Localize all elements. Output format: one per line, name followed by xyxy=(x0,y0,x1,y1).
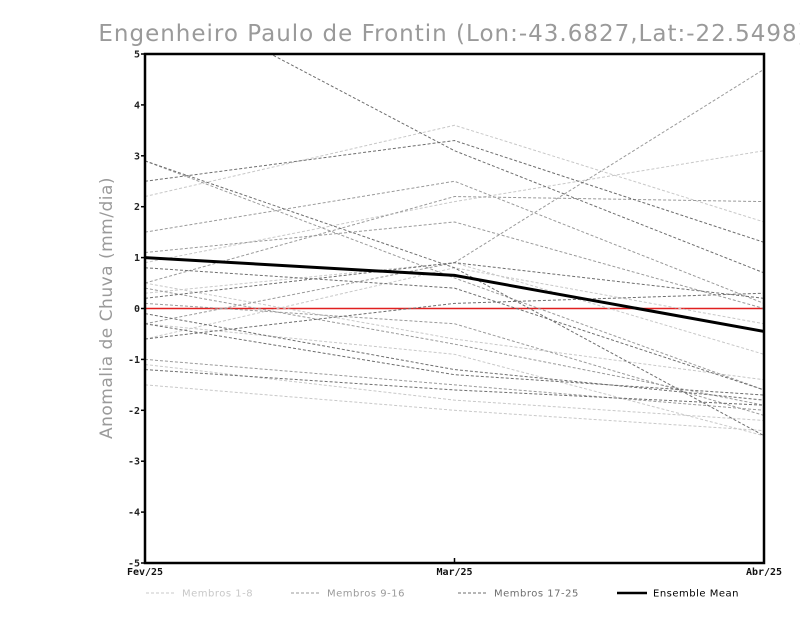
y-tick-label: -1 xyxy=(128,355,140,366)
ensemble-mean-line xyxy=(145,256,764,333)
y-tick-label: 0 xyxy=(134,304,140,315)
member-line-g1-2 xyxy=(145,150,764,264)
y-tick-label: 2 xyxy=(134,202,140,213)
chart-title: Engenheiro Paulo de Frontin (Lon:-43.682… xyxy=(98,21,800,47)
member-line-g3-3 xyxy=(269,54,764,274)
member-line-g2-7 xyxy=(145,302,764,416)
y-axis-label: Anomalia de Chuva (mm/dia) xyxy=(97,177,117,439)
y-tick-label: 3 xyxy=(134,151,140,162)
member-line-g1-1 xyxy=(145,124,764,223)
member-line-g1-5 xyxy=(145,384,764,432)
y-tick-label: -3 xyxy=(128,457,140,468)
legend: Membros 1-8 Membros 9-16 Membros 17-25 Ense… xyxy=(146,589,739,600)
member-line-g3-5 xyxy=(145,262,764,299)
member-line-g3-7 xyxy=(145,313,764,401)
y-tick-label: 5 xyxy=(134,50,140,61)
legend-label-1: Membros 1-8 xyxy=(182,589,253,600)
y-tick-label: -5 xyxy=(128,559,140,570)
x-tick-label: Mar/25 xyxy=(436,567,472,578)
member-line-g3-6 xyxy=(145,292,764,340)
y-tick-label: -2 xyxy=(128,406,140,417)
member-line-g2-1 xyxy=(145,180,764,304)
legend-label-2: Membros 9-16 xyxy=(327,589,405,600)
legend-label-3: Membros 17-25 xyxy=(494,589,579,600)
member-line-g2-2 xyxy=(145,160,764,391)
x-tick-label: Abr/25 xyxy=(746,567,782,578)
member-line-g2-4 xyxy=(145,196,764,284)
member-line-g3-4 xyxy=(145,267,764,391)
member-line-g1-6 xyxy=(145,363,764,421)
member-line-g3-2 xyxy=(145,160,764,437)
member-line-g2-3 xyxy=(145,221,764,309)
y-tick-label: 1 xyxy=(134,253,140,264)
member-line-g3-9 xyxy=(145,369,764,406)
member-line-g1-4 xyxy=(145,323,764,437)
member-line-g3-1 xyxy=(145,140,764,243)
y-tick-label: -4 xyxy=(128,508,140,519)
member-line-g1-7 xyxy=(145,282,764,381)
member-line-g2-6 xyxy=(145,358,764,411)
member-line-g3-8 xyxy=(145,323,764,396)
x-tick-label: Fev/25 xyxy=(127,567,163,578)
legend-label-4: Ensemble Mean xyxy=(653,589,739,600)
y-tick-label: 4 xyxy=(134,100,140,111)
series-lines xyxy=(145,54,764,437)
